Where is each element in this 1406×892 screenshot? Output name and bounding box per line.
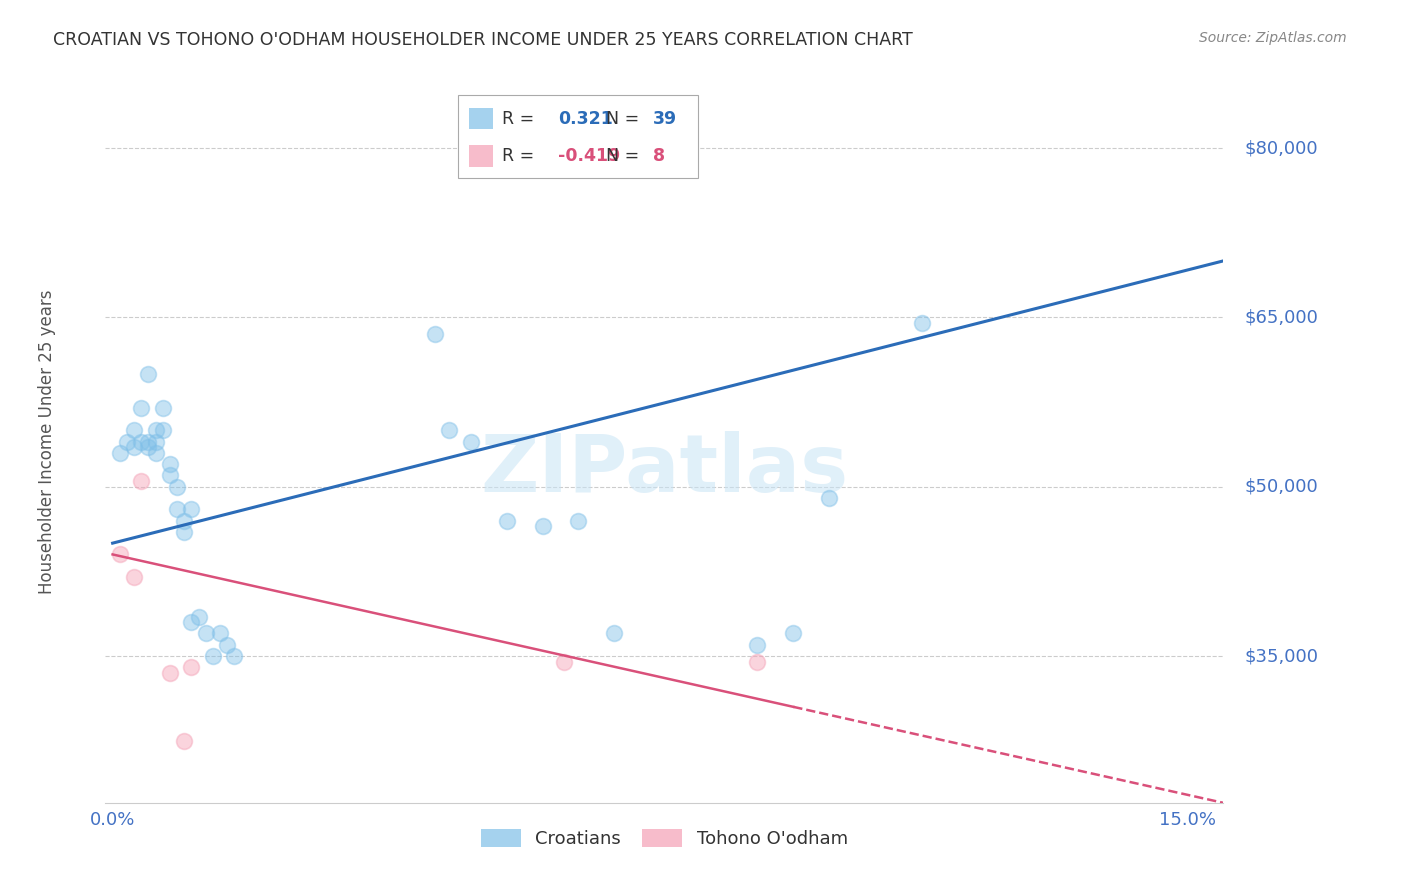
Point: [180, 660, 202, 674]
Point: [145, 446, 167, 460]
Point: [567, 514, 589, 528]
Point: [603, 626, 626, 640]
Point: [180, 502, 202, 516]
Point: [217, 638, 239, 652]
Point: [911, 316, 934, 330]
Text: N =: N =: [606, 147, 645, 165]
Point: [152, 401, 174, 415]
Point: [122, 570, 145, 584]
Point: [108, 548, 131, 562]
Point: [138, 434, 160, 449]
Point: [159, 468, 181, 483]
Point: [180, 615, 202, 630]
Point: [108, 446, 131, 460]
Point: [115, 434, 138, 449]
Point: [553, 655, 575, 669]
Point: [159, 457, 181, 471]
Point: [173, 524, 195, 539]
Text: R =: R =: [502, 147, 540, 165]
Point: [145, 434, 167, 449]
Text: ZIPatlas: ZIPatlas: [481, 432, 848, 509]
Point: [201, 648, 224, 663]
Text: 8: 8: [654, 147, 665, 165]
Point: [173, 733, 195, 747]
Text: 0.321: 0.321: [558, 110, 613, 128]
FancyBboxPatch shape: [468, 108, 494, 129]
Legend: Croatians, Tohono O'odham: Croatians, Tohono O'odham: [474, 822, 855, 855]
Point: [818, 491, 841, 505]
Text: R =: R =: [502, 110, 540, 128]
Point: [747, 655, 769, 669]
Point: [138, 367, 160, 381]
Point: [129, 434, 152, 449]
Point: [122, 440, 145, 454]
Text: $80,000: $80,000: [1244, 139, 1319, 157]
Text: N =: N =: [606, 110, 645, 128]
Text: Source: ZipAtlas.com: Source: ZipAtlas.com: [1199, 31, 1347, 45]
Text: Householder Income Under 25 years: Householder Income Under 25 years: [38, 289, 56, 594]
Text: 39: 39: [654, 110, 678, 128]
Point: [122, 423, 145, 437]
Text: $50,000: $50,000: [1244, 478, 1319, 496]
Point: [187, 609, 209, 624]
Point: [224, 648, 246, 663]
Point: [531, 519, 554, 533]
Point: [145, 423, 167, 437]
Text: -0.419: -0.419: [558, 147, 620, 165]
Text: $65,000: $65,000: [1244, 309, 1319, 326]
Point: [166, 502, 188, 516]
Point: [460, 434, 482, 449]
Point: [209, 626, 232, 640]
Point: [152, 423, 174, 437]
Point: [129, 401, 152, 415]
FancyBboxPatch shape: [468, 145, 494, 167]
Point: [166, 480, 188, 494]
Point: [423, 327, 446, 342]
Point: [495, 514, 517, 528]
FancyBboxPatch shape: [457, 95, 697, 178]
Point: [194, 626, 217, 640]
Point: [138, 440, 160, 454]
Point: [129, 474, 152, 488]
Point: [173, 514, 195, 528]
Point: [439, 423, 461, 437]
Point: [782, 626, 804, 640]
Point: [747, 638, 769, 652]
Text: CROATIAN VS TOHONO O'ODHAM HOUSEHOLDER INCOME UNDER 25 YEARS CORRELATION CHART: CROATIAN VS TOHONO O'ODHAM HOUSEHOLDER I…: [53, 31, 912, 49]
Point: [159, 665, 181, 680]
Text: $35,000: $35,000: [1244, 647, 1319, 665]
